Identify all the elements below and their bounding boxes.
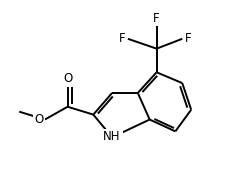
- Text: O: O: [34, 113, 44, 126]
- Text: F: F: [119, 32, 126, 45]
- Text: F: F: [185, 32, 191, 45]
- Text: NH: NH: [103, 130, 121, 143]
- Text: O: O: [63, 72, 72, 85]
- Text: F: F: [153, 12, 160, 25]
